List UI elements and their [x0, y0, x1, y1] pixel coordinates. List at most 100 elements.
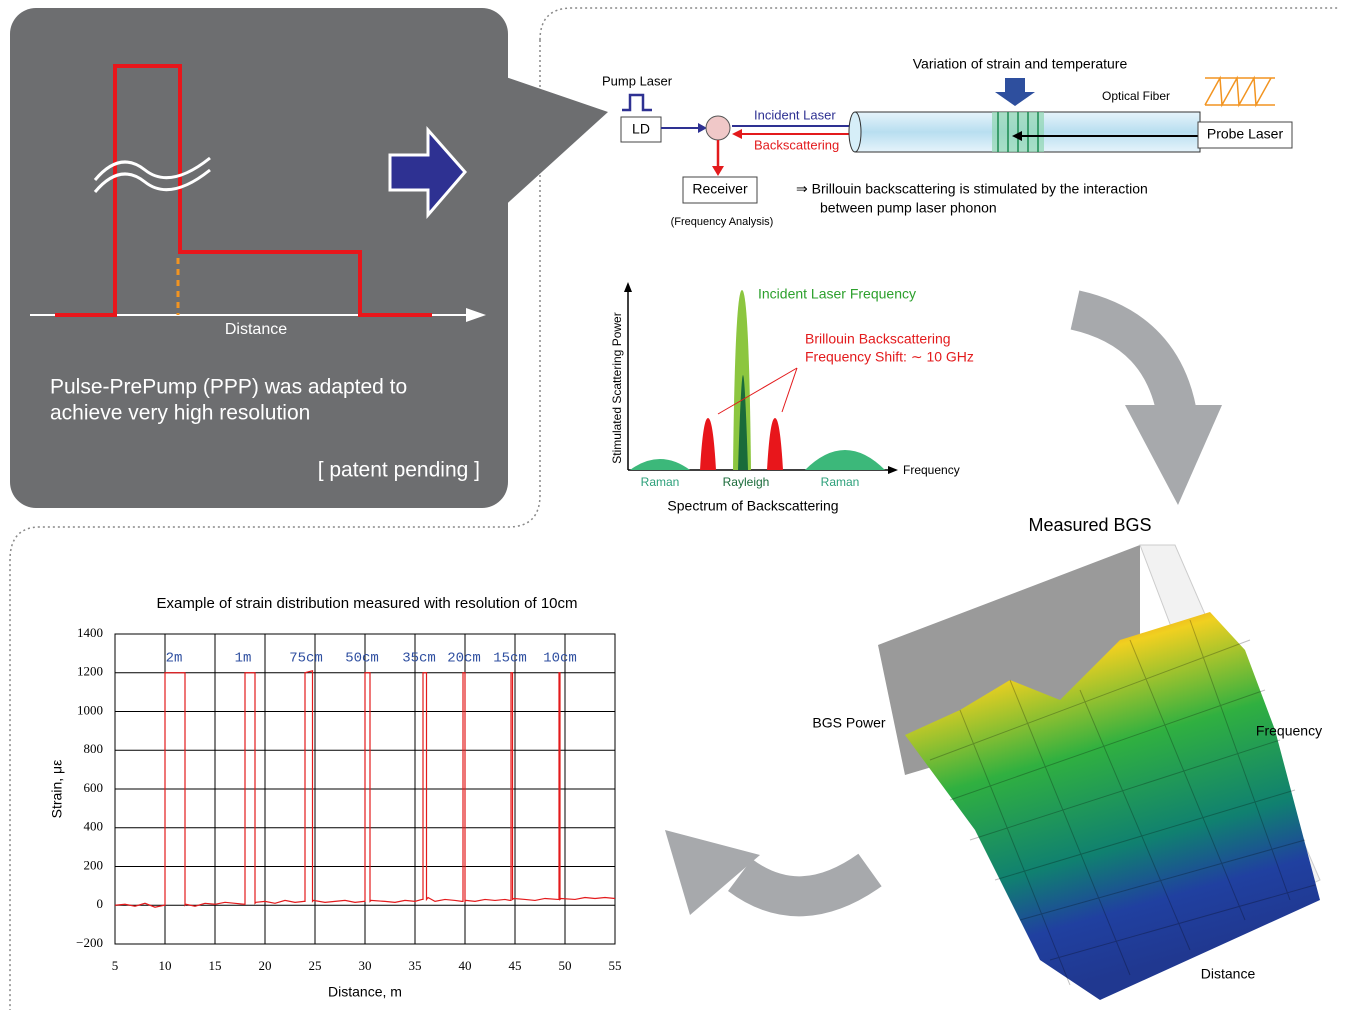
- label: Incident Laser: [754, 107, 836, 122]
- panel: [10, 8, 508, 508]
- x-tick-label: 15: [209, 958, 222, 973]
- frame: [9, 40, 541, 1010]
- label: Pump Laser: [602, 73, 673, 88]
- label: Probe Laser: [1207, 126, 1284, 142]
- bgs-plot: Measured BGS BGS Power Frequency Distanc…: [812, 515, 1322, 1000]
- stripes: [997, 112, 1039, 152]
- axis-arrow: [624, 282, 632, 292]
- x-tick-label: 55: [609, 958, 622, 973]
- label: BGS Power: [812, 715, 885, 731]
- annotation: 20cm: [447, 651, 481, 667]
- spectrum-diagram: Stimulated Scattering Power Incident Las…: [610, 282, 974, 514]
- ld-box: [620, 116, 662, 143]
- annotation: 1m: [235, 651, 252, 667]
- label: Variation of strain and temperature: [913, 56, 1128, 72]
- title: Measured BGS: [1028, 515, 1151, 535]
- break-symbol: [93, 156, 211, 193]
- strain-line: [114, 670, 616, 908]
- y-tick-label: 1200: [77, 664, 103, 679]
- y-tick-label: 1000: [77, 702, 103, 717]
- rayleigh-peak: [733, 290, 751, 470]
- flow-arrow: [728, 853, 882, 917]
- label: Incident Laser Frequency: [758, 286, 916, 302]
- x-tick-label: 45: [509, 958, 522, 973]
- arrow: [388, 126, 467, 220]
- caption: Spectrum of Backscattering: [667, 498, 838, 514]
- arrow-head: [732, 129, 742, 139]
- flow-arrow: [1070, 290, 1198, 424]
- fiber-end: [848, 111, 862, 153]
- label: Distance: [1201, 966, 1256, 982]
- note: [ patent pending ]: [318, 459, 480, 482]
- annotation: 2m: [166, 651, 183, 667]
- frame: [539, 7, 1340, 41]
- axis-arrow: [888, 466, 898, 474]
- pulse: [55, 64, 432, 317]
- arrow-head: [698, 123, 707, 133]
- annotation: 15cm: [493, 651, 527, 667]
- ppp-panel: Distance Pulse-PrePump (PPP) was adapted…: [10, 8, 608, 508]
- load-arrow: [995, 78, 1035, 106]
- callout: [500, 75, 608, 210]
- y-tick-label: 600: [84, 780, 104, 795]
- y-tick-label: 800: [84, 741, 104, 756]
- x-tick-label: 5: [112, 958, 119, 973]
- x-tick-label: 10: [159, 958, 172, 973]
- circulator: [705, 115, 731, 141]
- x-axis-label: Distance, m: [328, 984, 402, 1000]
- y-tick-label: 200: [84, 857, 104, 872]
- receiver-box: [682, 176, 758, 204]
- label: Brillouin Backscattering: [805, 331, 951, 347]
- annotation: 50cm: [345, 651, 379, 667]
- x-tick-label: 50: [559, 958, 572, 973]
- flow-arrow-head: [1125, 405, 1222, 505]
- peak-label: Raman: [641, 475, 680, 489]
- x-tick-label: 30: [359, 958, 372, 973]
- caption: achieve very high resolution: [50, 402, 310, 425]
- peak-label: Raman: [821, 475, 860, 489]
- strain-chart: Example of strain distribution measured …: [49, 595, 622, 1000]
- surface: [905, 612, 1320, 1000]
- raman-peak: [805, 450, 885, 470]
- probe-box: [1197, 121, 1293, 149]
- label: Frequency: [1256, 723, 1322, 739]
- pulse-icon: [622, 93, 652, 112]
- brillouin-peak: [767, 418, 783, 470]
- x-tick-label: 35: [409, 958, 422, 973]
- arrow-head: [712, 166, 724, 176]
- pointer: [717, 367, 798, 415]
- chart-title: Example of strain distribution measured …: [156, 595, 577, 612]
- flow-arrow-head: [665, 830, 760, 915]
- pointer: [781, 367, 798, 413]
- x-label: Frequency: [903, 463, 960, 477]
- y-tick-label: 0: [97, 896, 104, 911]
- y-tick-label: −200: [76, 935, 103, 950]
- label: Frequency Shift: ∼ 10 GHz: [805, 349, 974, 365]
- label: Receiver: [692, 181, 748, 197]
- label: between pump laser phonon: [820, 200, 997, 216]
- y-label: Stimulated Scattering Power: [610, 312, 624, 463]
- label: (Frequency Analysis): [671, 216, 774, 228]
- setup-diagram: Pump Laser LD Incident Laser Backscatter…: [602, 56, 1293, 228]
- x-tick-label: 20: [259, 958, 272, 973]
- annotation: 35cm: [402, 651, 436, 667]
- caption: Pulse-PrePump (PPP) was adapted to: [50, 376, 407, 399]
- sweep-icon: [1204, 75, 1275, 108]
- raman-peak: [630, 459, 690, 470]
- y-tick-label: 1400: [77, 625, 103, 640]
- annotation: 10cm: [543, 651, 577, 667]
- peak-label: Rayleigh: [723, 475, 770, 489]
- brillouin-peak: [700, 418, 716, 470]
- annotation: 75cm: [289, 651, 323, 667]
- label: Backscattering: [754, 137, 839, 152]
- y-tick-label: 400: [84, 819, 104, 834]
- x-tick-label: 25: [309, 958, 322, 973]
- arrow-head: [1012, 131, 1022, 141]
- axis-label: Distance: [225, 321, 287, 338]
- mesh: [929, 619, 1316, 986]
- rayleigh-core: [738, 375, 748, 470]
- label: ⇒ Brillouin backscattering is stimulated…: [796, 181, 1148, 197]
- axis-arrow: [466, 308, 486, 322]
- label: LD: [632, 121, 650, 137]
